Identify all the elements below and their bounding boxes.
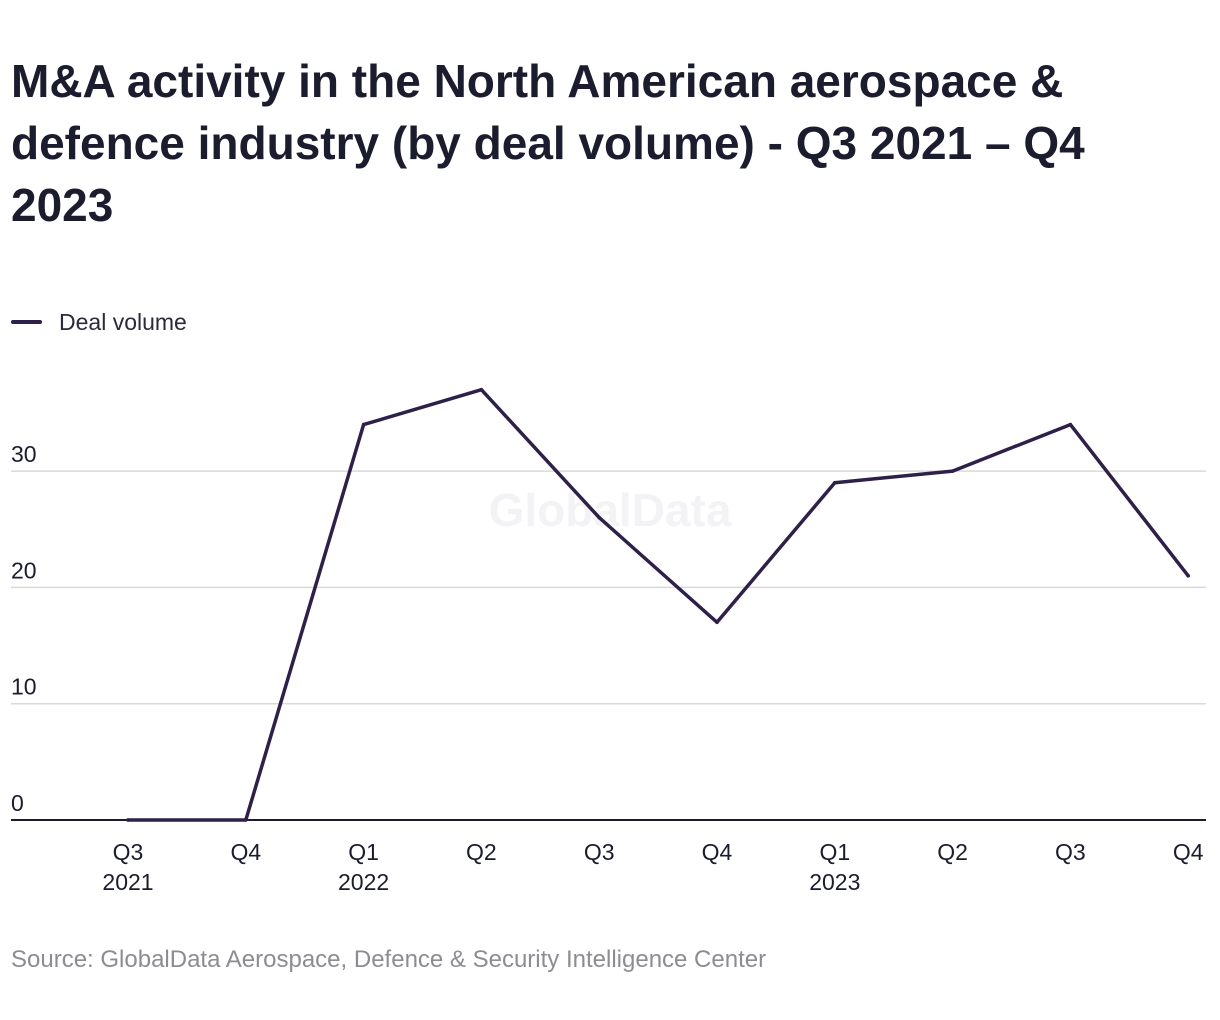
legend-label: Deal volume (59, 308, 187, 335)
y-tick-label: 20 (11, 557, 37, 583)
x-tick-label: Q1 (819, 839, 850, 865)
data-point (833, 480, 837, 485)
data-point (1068, 422, 1073, 427)
x-tick-label: Q3 (1055, 839, 1086, 865)
series-line-deal-volume (126, 387, 1190, 822)
legend: Deal volume (11, 306, 187, 338)
data-point (1186, 573, 1190, 578)
data-point (479, 387, 484, 392)
x-tick-year-label: 2023 (809, 869, 860, 895)
data-point (597, 515, 601, 520)
x-tick-label: Q4 (702, 839, 733, 865)
data-point (950, 469, 955, 473)
data-point (361, 422, 366, 427)
y-tick-label: 0 (11, 790, 24, 816)
legend-swatch (11, 320, 42, 324)
data-point (244, 818, 248, 822)
x-tick-year-label: 2022 (338, 869, 389, 895)
x-tick-label: Q1 (348, 839, 379, 865)
x-tick-label: Q4 (1173, 839, 1204, 865)
x-tick-label: Q2 (937, 839, 968, 865)
x-tick-label: Q3 (113, 839, 144, 865)
y-tick-label: 10 (11, 674, 37, 700)
x-tick-year-label: 2021 (102, 869, 153, 895)
y-tick-label: 30 (11, 441, 37, 467)
x-tick-label: Q3 (584, 839, 615, 865)
chart-title: M&A activity in the North American aeros… (11, 55, 1085, 231)
x-tick-label: Q4 (230, 839, 261, 865)
data-point (126, 818, 130, 822)
data-point (715, 620, 719, 625)
x-tick-label: Q2 (466, 839, 497, 865)
source-note: Source: GlobalData Aerospace, Defence & … (11, 946, 767, 973)
